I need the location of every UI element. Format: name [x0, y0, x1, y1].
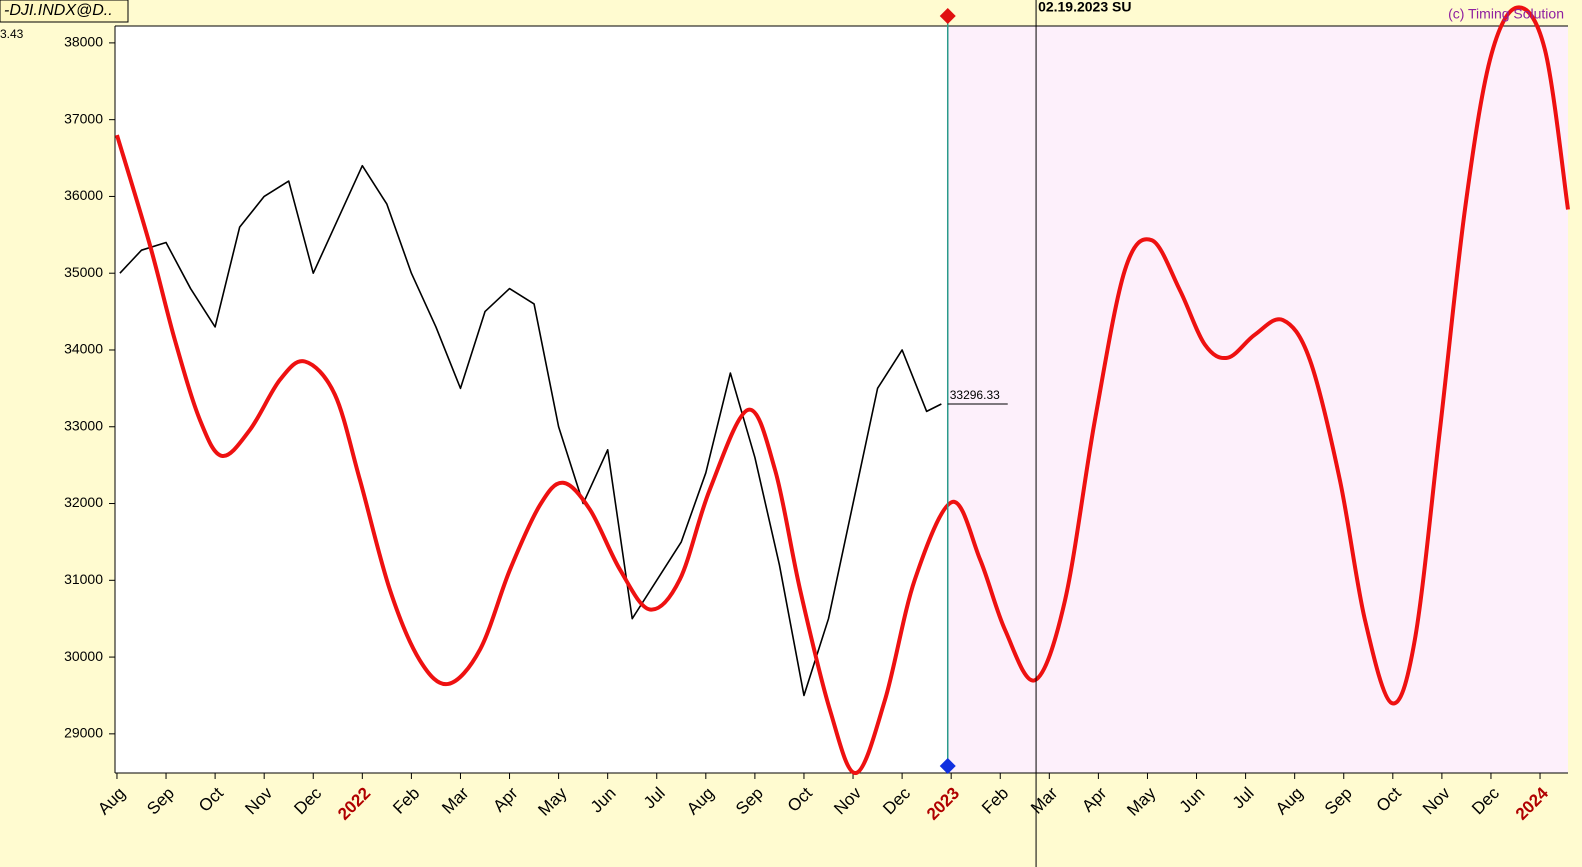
cursor-top-marker: [939, 8, 956, 24]
header-value: 3.43: [0, 27, 24, 41]
y-tick-label: 36000: [64, 187, 103, 203]
y-tick-label: 29000: [64, 725, 103, 741]
date-label: 02.19.2023 SU: [1038, 0, 1131, 15]
symbol-box: [0, 0, 129, 23]
copyright: (c) Timing Solution: [1448, 6, 1564, 22]
y-tick-label: 30000: [64, 648, 103, 664]
y-tick-label: 34000: [64, 341, 103, 357]
y-tick-label: 31000: [64, 571, 103, 587]
series-line: [115, 5, 1570, 775]
cursor-bottom-marker: [939, 758, 956, 774]
last-price-label: 33296.33: [950, 388, 1000, 402]
y-tick-label: 37000: [64, 110, 103, 126]
y-tick-label: 35000: [64, 264, 103, 280]
y-tick-label: 32000: [64, 494, 103, 510]
series-line: [119, 164, 942, 697]
y-tick-label: 33000: [64, 417, 103, 433]
symbol-label: -DJI.INDX@D..: [4, 2, 113, 19]
y-tick-label: 38000: [64, 34, 103, 50]
